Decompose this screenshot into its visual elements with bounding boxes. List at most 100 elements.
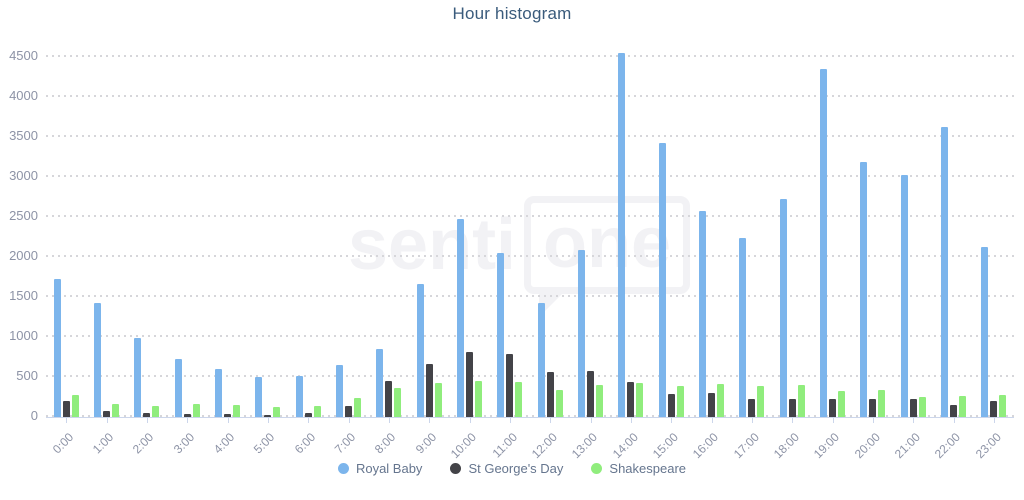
bar-st-george-s-day-6-00 — [304, 413, 312, 417]
x-axis-tick — [308, 418, 310, 423]
legend-marker-icon — [337, 463, 349, 474]
bar-group-8-00 — [369, 40, 409, 417]
chart-title: Hour histogram — [452, 4, 572, 23]
bar-group-21-00 — [893, 40, 933, 417]
x-axis-label: 2:00 — [130, 430, 157, 457]
bar-shakespeare-9-00 — [434, 382, 442, 417]
bar-shakespeare-2-00 — [152, 406, 160, 417]
gridline: 2000 — [9, 248, 1014, 263]
bar-shakespeare-4-00 — [232, 405, 240, 417]
x-axis-label: 12:00 — [528, 430, 561, 462]
legend-marker-icon — [591, 463, 603, 474]
x-axis-tick — [751, 418, 753, 423]
x-axis-label: 8:00 — [372, 430, 399, 457]
bar-group-18-00 — [772, 40, 812, 417]
y-axis-label: 1000 — [9, 328, 38, 343]
plot-area: 0 500 1000 1500 2000 2500 3000 3500 4000 4500 0:0… — [9, 40, 1014, 461]
bar-royal-baby-13-00 — [577, 249, 585, 417]
x-axis-label: 21:00 — [891, 430, 924, 462]
bar-group-17-00 — [732, 40, 772, 417]
y-axis-label: 4500 — [9, 48, 38, 63]
x-axis-label: 17:00 — [730, 430, 762, 462]
bar-shakespeare-23-00 — [999, 395, 1007, 417]
bar-st-george-s-day-21-00 — [909, 399, 917, 417]
x-axis-tick — [187, 418, 189, 423]
x-axis-tick — [993, 418, 995, 423]
x-axis-tick — [550, 418, 552, 423]
bar-st-george-s-day-1-00 — [102, 411, 110, 417]
bar-royal-baby-20-00 — [860, 161, 868, 417]
bar-royal-baby-10-00 — [456, 218, 464, 417]
bar-st-george-s-day-22-00 — [949, 405, 957, 417]
bars-layer — [46, 40, 1014, 417]
bar-st-george-s-day-7-00 — [344, 406, 352, 417]
bar-shakespeare-21-00 — [918, 396, 926, 417]
bar-royal-baby-11-00 — [497, 253, 505, 417]
x-axis-label: 4:00 — [210, 430, 238, 457]
bar-royal-baby-7-00 — [335, 365, 343, 417]
x-axis-label: 5:00 — [251, 430, 278, 457]
y-axis-label: 4000 — [9, 88, 38, 103]
bar-st-george-s-day-23-00 — [990, 401, 998, 417]
x-axis-label: 15:00 — [649, 430, 682, 462]
bar-st-george-s-day-8-00 — [385, 381, 393, 417]
bar-shakespeare-19-00 — [837, 391, 845, 417]
bar-group-11-00 — [490, 40, 530, 417]
legend-item-shakespeare[interactable]: Shakespeare — [591, 461, 686, 476]
bar-shakespeare-8-00 — [394, 387, 402, 417]
bar-shakespeare-22-00 — [958, 395, 966, 417]
bar-royal-baby-17-00 — [739, 237, 747, 417]
bar-shakespeare-12-00 — [555, 389, 563, 417]
bar-group-14-00 — [611, 40, 651, 417]
x-axis-tick — [913, 418, 915, 423]
bar-shakespeare-7-00 — [353, 397, 361, 417]
gridline: 1000 — [9, 328, 1014, 343]
bar-group-19-00 — [812, 40, 852, 417]
bar-royal-baby-23-00 — [981, 247, 989, 417]
bar-royal-baby-3-00 — [174, 359, 182, 417]
bar-royal-baby-6-00 — [295, 376, 303, 417]
y-axis-label: 1500 — [9, 288, 38, 303]
legend-item-st-george-s-day[interactable]: St George's Day — [450, 461, 563, 476]
gridline: 3000 — [9, 168, 1014, 183]
bar-group-5-00 — [248, 40, 288, 417]
bar-group-12-00 — [530, 40, 570, 417]
x-axis-tick — [953, 418, 955, 423]
x-axis-tick — [671, 418, 673, 423]
x-axis-label: 3:00 — [170, 430, 198, 457]
x-axis-label: 10:00 — [448, 430, 480, 462]
x-axis-tick — [832, 418, 834, 423]
bar-shakespeare-11-00 — [515, 381, 523, 417]
bar-group-0-00 — [46, 40, 86, 417]
bar-shakespeare-3-00 — [192, 404, 200, 417]
bar-shakespeare-17-00 — [757, 386, 765, 417]
bar-group-13-00 — [570, 40, 610, 417]
bar-st-george-s-day-4-00 — [223, 414, 231, 417]
legend-item-royal-baby[interactable]: Royal Baby — [337, 461, 422, 476]
x-axis-label: 19:00 — [811, 430, 843, 462]
bar-royal-baby-4-00 — [214, 369, 222, 417]
x-axis-label: 23:00 — [972, 430, 1004, 462]
x-axis-label: 1:00 — [89, 430, 117, 457]
bar-shakespeare-18-00 — [797, 385, 805, 417]
bar-shakespeare-15-00 — [676, 385, 684, 417]
bar-st-george-s-day-19-00 — [828, 398, 836, 417]
bar-royal-baby-9-00 — [416, 283, 424, 417]
x-axis-tick — [227, 418, 229, 423]
bar-royal-baby-16-00 — [698, 210, 706, 417]
y-axis-label: 2500 — [9, 208, 38, 223]
bar-group-15-00 — [651, 40, 691, 417]
bar-royal-baby-21-00 — [900, 175, 908, 417]
legend: Royal Baby St George's Day Shakespeare — [0, 461, 1024, 476]
bar-group-6-00 — [288, 40, 328, 417]
bar-shakespeare-10-00 — [474, 381, 482, 417]
bar-royal-baby-0-00 — [53, 278, 61, 417]
x-axis-label: 16:00 — [690, 430, 722, 462]
y-axis-label: 0 — [30, 408, 38, 423]
bar-shakespeare-5-00 — [273, 407, 281, 417]
bar-group-10-00 — [449, 40, 489, 417]
x-axis-tick — [66, 418, 68, 423]
bar-royal-baby-1-00 — [93, 303, 101, 417]
y-axis-label: 500 — [16, 368, 38, 383]
